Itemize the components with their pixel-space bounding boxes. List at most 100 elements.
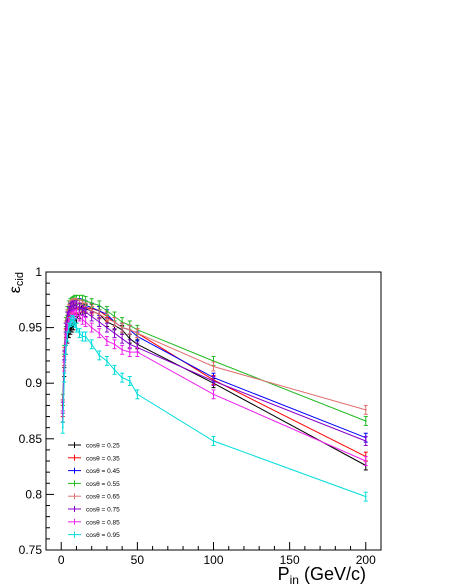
data-point <box>74 313 76 316</box>
series-line <box>62 313 367 462</box>
legend-label: cosθ = 0.55 <box>86 481 120 488</box>
data-point <box>64 326 67 329</box>
data-point <box>90 315 93 318</box>
legend-label: cosθ = 0.95 <box>86 532 120 539</box>
y-tick-label: 1 <box>35 265 42 279</box>
data-point <box>70 326 73 329</box>
data-point <box>128 337 131 340</box>
data-point <box>64 348 67 351</box>
data-point <box>66 315 69 318</box>
data-point <box>212 380 215 382</box>
data-point <box>106 326 108 329</box>
data-point <box>121 376 124 379</box>
data-point <box>113 332 116 335</box>
x-tick-label: 50 <box>131 553 145 567</box>
data-point <box>67 326 70 329</box>
y-axis-label: εcid <box>7 272 26 293</box>
data-point <box>72 304 75 307</box>
data-point <box>78 315 81 318</box>
data-point <box>364 495 367 498</box>
data-point <box>63 376 66 379</box>
data-point <box>61 426 64 429</box>
data-point <box>70 318 73 321</box>
data-point <box>75 304 78 307</box>
data-point <box>106 310 108 312</box>
y-tick-label: 0.75 <box>19 543 43 557</box>
data-point <box>98 304 101 307</box>
data-point <box>84 335 87 338</box>
data-point <box>70 305 73 308</box>
data-point <box>90 310 93 312</box>
data-point <box>64 337 67 340</box>
y-tick-label: 0.85 <box>19 432 43 446</box>
data-point <box>364 408 367 411</box>
data-point <box>212 360 215 362</box>
data-point <box>72 320 75 322</box>
data-point <box>98 321 101 323</box>
x-tick-label: 0 <box>58 553 65 567</box>
data-point <box>106 340 108 342</box>
data-point <box>136 332 139 335</box>
data-point <box>113 315 116 318</box>
data-point <box>69 306 72 309</box>
series-layer <box>60 294 368 502</box>
data-point <box>128 380 131 382</box>
y-tick-label: 0.9 <box>25 376 42 390</box>
x-axis: 0 50 100 150 200 <box>58 542 376 567</box>
data-point <box>78 306 81 309</box>
legend: cosθ = 0.25 cosθ = 0.35 cosθ = 0.45 cosθ = … <box>68 442 120 539</box>
data-point <box>81 308 84 311</box>
data-point <box>212 440 215 442</box>
series-line <box>62 302 366 411</box>
data-point <box>113 321 116 323</box>
data-point <box>78 332 81 335</box>
data-point <box>128 328 131 331</box>
data-point <box>90 326 93 329</box>
data-point <box>90 302 93 305</box>
data-point <box>364 460 367 462</box>
data-point <box>212 365 215 368</box>
data-point <box>121 321 124 323</box>
data-point <box>121 326 124 329</box>
legend-label: cosθ = 0.35 <box>86 455 120 462</box>
data-point <box>84 300 87 302</box>
data-point <box>136 351 139 353</box>
x-tick-label: 200 <box>356 553 376 567</box>
legend-label: cosθ = 0.45 <box>86 468 120 475</box>
data-point <box>67 315 70 318</box>
data-point <box>74 304 76 307</box>
legend-label: cosθ = 0.75 <box>86 507 120 514</box>
y-tick-label: 0.95 <box>19 321 43 335</box>
y-tick-label: 0.8 <box>25 487 42 501</box>
data-point <box>67 310 70 312</box>
legend-label: cosθ = 0.85 <box>86 519 120 526</box>
data-point <box>75 326 78 329</box>
x-tick-label: 100 <box>203 553 223 567</box>
data-point <box>364 420 367 422</box>
data-point <box>66 326 69 329</box>
data-point <box>98 313 101 316</box>
data-point <box>364 440 367 442</box>
x-tick-label: 150 <box>280 553 300 567</box>
data-point <box>84 321 87 323</box>
data-point <box>66 335 69 338</box>
data-point <box>121 337 124 340</box>
x-axis-label: Pin (GeV/c) <box>278 564 366 587</box>
data-point <box>67 321 70 323</box>
data-point <box>212 393 215 396</box>
data-point <box>81 335 84 338</box>
data-point <box>84 311 87 313</box>
data-point <box>69 328 72 331</box>
legend-label: cosθ = 0.25 <box>86 443 120 450</box>
data-point <box>106 360 108 362</box>
data-point <box>90 343 93 346</box>
data-point <box>75 313 78 316</box>
data-point <box>128 343 131 346</box>
series-line <box>62 304 366 442</box>
data-point <box>81 298 84 301</box>
y-axis: 0.75 0.8 0.85 0.9 0.95 1 <box>19 265 54 557</box>
data-point <box>121 348 124 351</box>
data-point <box>81 318 84 321</box>
data-point <box>106 317 108 320</box>
